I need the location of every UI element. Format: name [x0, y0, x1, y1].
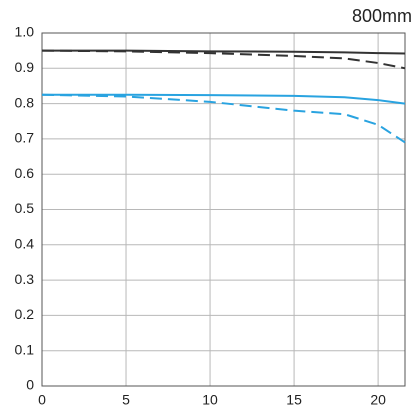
y-tick-label: 0.6 — [15, 165, 35, 181]
y-tick-label: 0.8 — [15, 94, 35, 110]
line — [42, 49, 406, 55]
y-tick-label: 0.3 — [15, 271, 35, 287]
plot-border — [41, 32, 406, 387]
y-tick-label: 0 — [26, 377, 34, 393]
y-tick-label: 0.5 — [15, 200, 35, 216]
line — [41, 93, 406, 144]
chart-title: 800mm — [352, 6, 412, 26]
x-tick-label: 0 — [38, 392, 46, 408]
y-tick-label: 0.7 — [15, 130, 35, 146]
y-tick-label: 0.9 — [15, 59, 35, 75]
y-tick-label: 0.2 — [15, 306, 35, 322]
x-tick-label: 20 — [370, 392, 386, 408]
x-tick-label: 10 — [202, 392, 218, 408]
y-tick-label: 1.0 — [15, 24, 35, 40]
y-tick-label: 0.1 — [15, 341, 35, 357]
x-tick-label: 5 — [122, 392, 130, 408]
y-tick-label: 0.4 — [15, 236, 35, 252]
line — [42, 93, 406, 105]
line — [41, 49, 406, 70]
x-tick-label: 15 — [286, 392, 302, 408]
